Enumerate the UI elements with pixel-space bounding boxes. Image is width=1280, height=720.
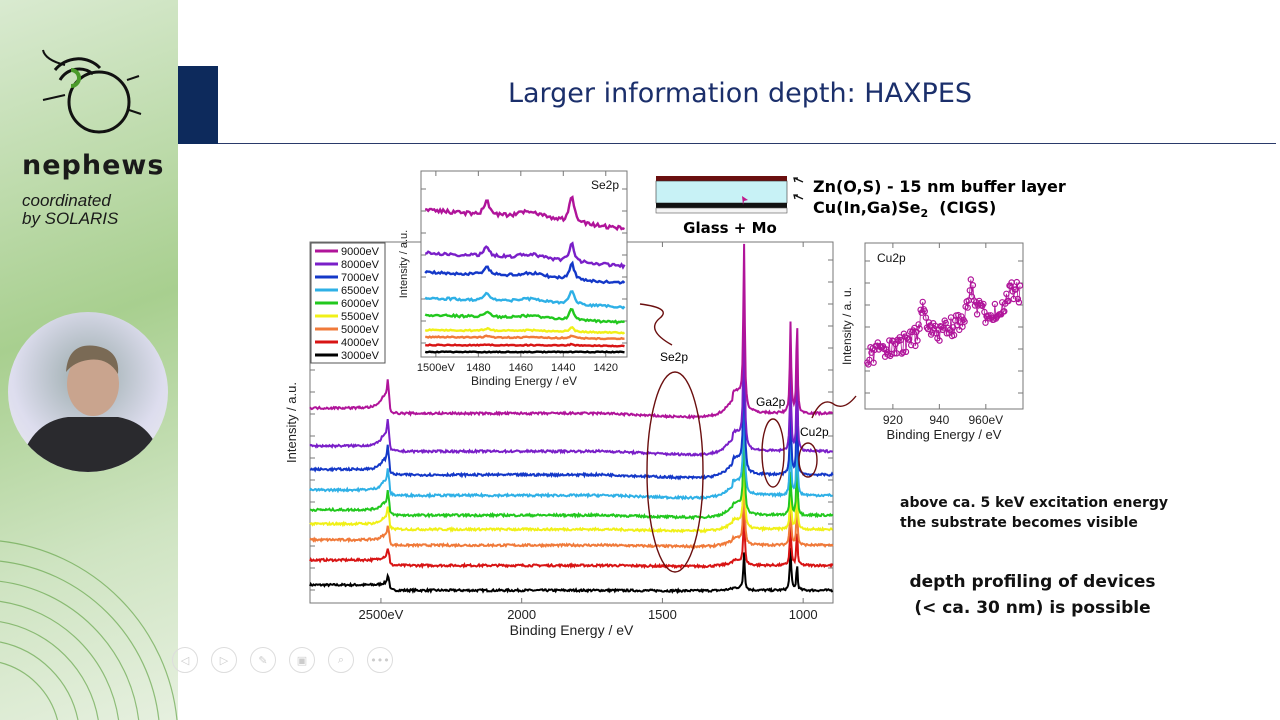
x-tick-label: 960eV — [968, 413, 1003, 427]
legend: 9000eV8000eV7000eV6500eV6000eV5500eV5000… — [310, 242, 386, 364]
y-axis-label: Intensity / a.u. — [284, 382, 299, 463]
se2p-series-7000eV — [424, 260, 626, 285]
se2p-series-3000eV — [424, 350, 625, 354]
x-axis-label: Binding Energy / eV — [510, 622, 634, 638]
layer-stack-diagram — [655, 176, 804, 214]
legend-label: 8000eV — [341, 259, 380, 271]
cu2p-data-point — [971, 302, 979, 309]
se2p-series-6000eV — [424, 307, 625, 325]
substrate-label: Glass + Mo — [683, 219, 777, 237]
x-axis-label: Binding Energy / eV — [887, 427, 1002, 442]
title-divider — [218, 143, 1276, 144]
solaris-text: by SOLARIS — [22, 209, 119, 228]
cigs-subscript: 2 — [920, 207, 928, 220]
arrow-icon — [793, 177, 804, 183]
series-line-3000eV — [309, 547, 834, 595]
coordinated-text: coordinated — [22, 191, 111, 210]
cigs-layer-label: Cu(In,Ga)Se2 (CIGS) — [813, 198, 996, 220]
legend-label: 7000eV — [341, 272, 380, 284]
y-axis-label: Intensity / a. u. — [840, 287, 854, 365]
slide-title: Larger information depth: HAXPES — [507, 78, 973, 109]
buffer-layer-label: Zn(O,S) - 15 nm buffer layer — [813, 177, 1066, 196]
cu2p-pointer — [811, 395, 857, 419]
glass-layer — [655, 207, 788, 214]
ga2p-annotation: Ga2p — [756, 395, 786, 409]
presenter-silhouette-icon — [18, 345, 163, 472]
conclusion-line-1: depth profiling of devices — [909, 572, 1156, 592]
brand-name: nephews — [22, 150, 165, 181]
cu2p-annotation: Cu2p — [800, 425, 829, 439]
x-tick-label: 920 — [883, 413, 903, 427]
presenter-webcam — [8, 312, 168, 472]
buffer-layer — [656, 176, 787, 181]
note-line-2: the substrate becomes visible — [900, 515, 1138, 531]
zoom-button[interactable]: ⌕ — [328, 647, 354, 673]
cu2p-line — [866, 279, 1021, 366]
series-line-7000eV — [309, 338, 834, 481]
x-tick-label: 2500eV — [359, 607, 404, 622]
previous-slide-button[interactable]: ◁ — [172, 647, 198, 673]
mouse-cursor-icon — [742, 196, 748, 205]
legend-label: 3000eV — [341, 350, 380, 362]
x-tick-label: 1000 — [789, 607, 818, 622]
next-slide-button[interactable]: ▷ — [211, 647, 237, 673]
legend-label: 6000eV — [341, 298, 380, 310]
se2p-annotation: Se2p — [660, 350, 688, 364]
inset-title: Se2p — [591, 178, 619, 192]
legend-label: 9000eV — [341, 246, 380, 258]
title-accent-bar — [178, 66, 218, 144]
ga2p-ellipse — [761, 418, 785, 488]
series-line-6000eV — [309, 411, 834, 521]
mo-layer — [656, 203, 787, 208]
x-axis-label: Binding Energy / eV — [471, 374, 577, 388]
se2p-series-6500eV — [424, 290, 626, 310]
series-line-5000eV — [309, 473, 834, 550]
x-tick-label: 1440 — [551, 362, 575, 374]
legend-label: 6500eV — [341, 285, 380, 297]
x-tick-label: 1500 — [648, 607, 677, 622]
annotations — [639, 303, 857, 573]
cu2p-ellipse — [798, 442, 818, 478]
pen-button[interactable]: ✎ — [250, 647, 276, 673]
presentation-controls: ◁ ▷ ✎ ▣ ⌕ ••• — [172, 647, 393, 673]
cigs-formula: Cu(In,Ga)Se — [813, 198, 921, 217]
x-tick-label: 1460 — [509, 362, 533, 374]
x-tick-label: 2000 — [507, 607, 536, 622]
legend-label: 5000eV — [341, 324, 380, 336]
legend-label: 5500eV — [341, 311, 380, 323]
x-tick-label: 940 — [929, 413, 949, 427]
se2p-series-9000eV — [424, 195, 626, 232]
inset-title: Cu2p — [877, 251, 906, 265]
cigs-abbrev: (CIGS) — [928, 198, 996, 217]
series-line-4000eV — [309, 510, 834, 570]
se2p-pointer — [639, 303, 673, 346]
series-line-5500eV — [309, 441, 833, 534]
coordinated-by: coordinated by SOLARIS — [22, 192, 118, 228]
slides-overview-button[interactable]: ▣ — [289, 647, 315, 673]
nephews-logo-icon — [42, 49, 142, 134]
more-options-button[interactable]: ••• — [367, 647, 393, 673]
cu2p-data-point — [1007, 282, 1014, 290]
x-tick-label: 1420 — [594, 362, 618, 374]
se2p-series-8000eV — [425, 241, 626, 270]
y-axis-label: Intensity / a.u. — [398, 230, 410, 298]
se2p-series-5500eV — [424, 325, 626, 335]
x-tick-label: 1480 — [466, 362, 490, 374]
se2p-series-5000eV — [425, 334, 625, 341]
cigs-layer — [655, 180, 788, 204]
series-line-8000eV — [309, 297, 833, 458]
se2p-series-4000eV — [425, 342, 625, 348]
arrow-icon — [793, 194, 804, 200]
series-line-6500eV — [309, 375, 833, 501]
x-tick-label: 1500eV — [417, 362, 456, 374]
se2p-ellipse — [646, 371, 704, 573]
decorative-arcs-icon — [0, 540, 178, 720]
conclusion-line-2: (< ca. 30 nm) is possible — [914, 598, 1151, 618]
legend-label: 4000eV — [341, 337, 380, 349]
series-line-9000eV — [309, 243, 833, 420]
note-line-1: above ca. 5 keV excitation energy — [900, 495, 1168, 511]
se2p-inset-chart: 1500eV 1480 1460 1440 1420 Binding Energy / e… — [398, 170, 628, 388]
